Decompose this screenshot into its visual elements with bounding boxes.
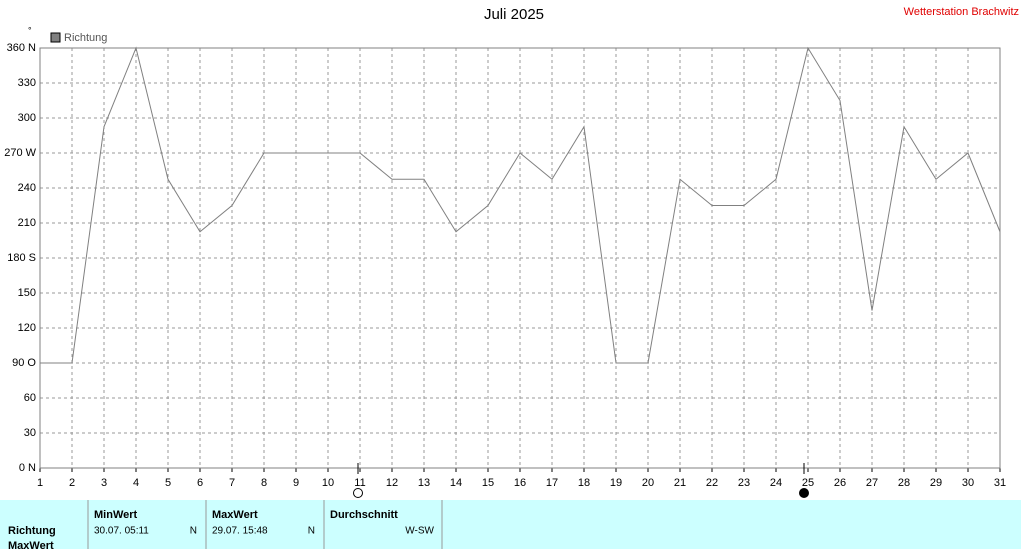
row-label: MaxWert — [8, 540, 54, 549]
new-moon-icon — [799, 488, 809, 498]
cell: 30.07. 05:11 — [94, 526, 149, 537]
y-tick-label: 210 — [18, 217, 36, 229]
x-tick-label: 27 — [866, 477, 878, 489]
x-tick-label: 2 — [69, 477, 75, 489]
cell: N — [190, 526, 197, 537]
y-tick-label: 270 W — [4, 147, 36, 159]
column-header: MaxWert — [212, 509, 258, 521]
stats-table: Richtung MaxWert MinWert MaxWert Durchsc… — [0, 500, 1021, 549]
y-tick-label: 240 — [18, 182, 36, 194]
x-tick-label: 22 — [706, 477, 718, 489]
column-header: MinWert — [94, 509, 138, 521]
x-tick-label: 20 — [642, 477, 654, 489]
x-tick-label: 4 — [133, 477, 139, 489]
legend-swatch — [50, 32, 61, 43]
x-tick-label: 28 — [898, 477, 910, 489]
x-tick-label: 15 — [482, 477, 494, 489]
x-tick-label: 13 — [418, 477, 430, 489]
data-line — [40, 46, 1001, 364]
x-tick-label: 24 — [770, 477, 782, 489]
x-tick-label: 18 — [578, 477, 590, 489]
table-background — [0, 500, 1021, 549]
y-tick-label: 30 — [24, 427, 36, 439]
y-tick-label: 330 — [18, 77, 36, 89]
y-tick-label: 90 O — [12, 357, 36, 369]
x-tick-label: 26 — [834, 477, 846, 489]
y-tick-label: 0 N — [19, 462, 36, 474]
row-label: Richtung — [8, 525, 56, 537]
x-tick-label: 30 — [962, 477, 974, 489]
x-tick-label: 11 — [354, 477, 365, 489]
y-tick-label: 180 S — [7, 252, 36, 264]
column-header: Durchschnitt — [330, 509, 398, 521]
y-tick-label: 60 — [24, 392, 36, 404]
legend-label: Richtung — [64, 32, 107, 44]
x-tick-label: 8 — [261, 477, 267, 489]
x-tick-label: 17 — [546, 477, 558, 489]
y-tick-label: 150 — [18, 287, 36, 299]
y-unit: ° — [28, 25, 32, 35]
plot-frame — [39, 47, 1001, 469]
x-tick-label: 29 — [930, 477, 942, 489]
x-tick-label: 19 — [610, 477, 622, 489]
cell: 29.07. 15:48 — [212, 526, 268, 537]
x-tick-label: 14 — [450, 477, 462, 489]
cell: W-SW — [405, 526, 434, 537]
x-tick-label: 23 — [738, 477, 750, 489]
station-name: Wetterstation Brachwitz — [904, 6, 1019, 18]
full-moon-icon — [353, 488, 363, 498]
y-tick-label: 120 — [18, 322, 36, 334]
y-tick-label: 360 N — [7, 42, 36, 54]
x-tick-label: 31 — [994, 477, 1006, 489]
x-tick-label: 12 — [386, 477, 398, 489]
x-tick-label: 9 — [293, 477, 299, 489]
x-tick-label: 5 — [165, 477, 171, 489]
chart-title: Juli 2025 — [484, 6, 544, 23]
x-tick-label: 16 — [514, 477, 526, 489]
x-tick-label: 10 — [322, 477, 334, 489]
x-tick-label: 6 — [197, 477, 203, 489]
x-tick-label: 25 — [802, 477, 814, 489]
x-tick-label: 3 — [101, 477, 107, 489]
y-tick-label: 300 — [18, 112, 36, 124]
x-tick-label: 1 — [37, 477, 43, 489]
x-tick-label: 7 — [229, 477, 235, 489]
cell: N — [308, 526, 315, 537]
x-tick-label: 21 — [674, 477, 686, 489]
